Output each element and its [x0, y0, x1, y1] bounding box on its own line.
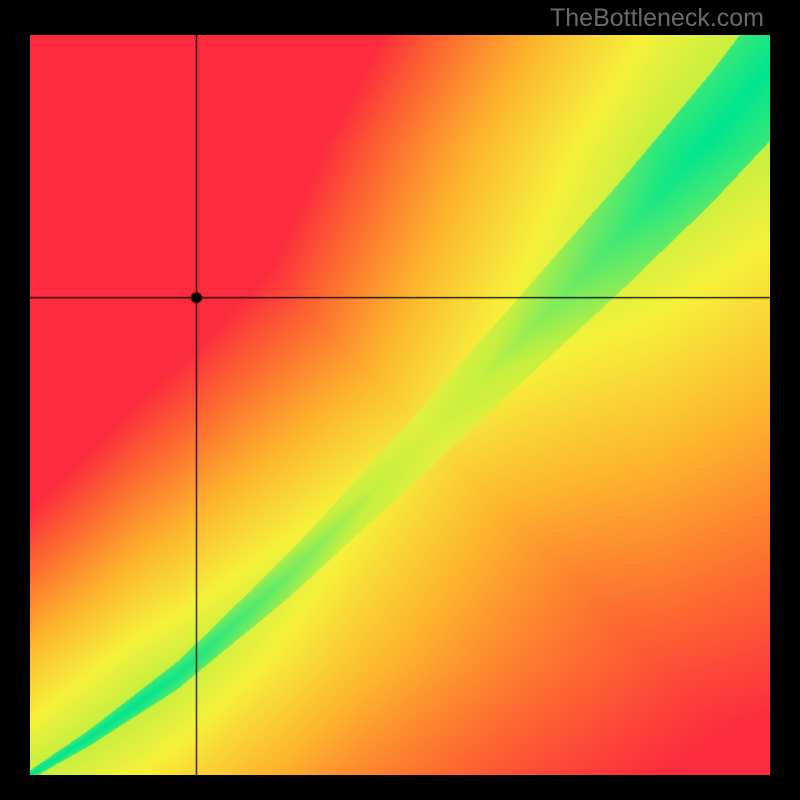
heatmap-plot [30, 35, 770, 775]
watermark-text: TheBottleneck.com [550, 4, 764, 33]
heatmap-canvas [30, 35, 770, 775]
chart-frame: TheBottleneck.com [0, 0, 800, 800]
